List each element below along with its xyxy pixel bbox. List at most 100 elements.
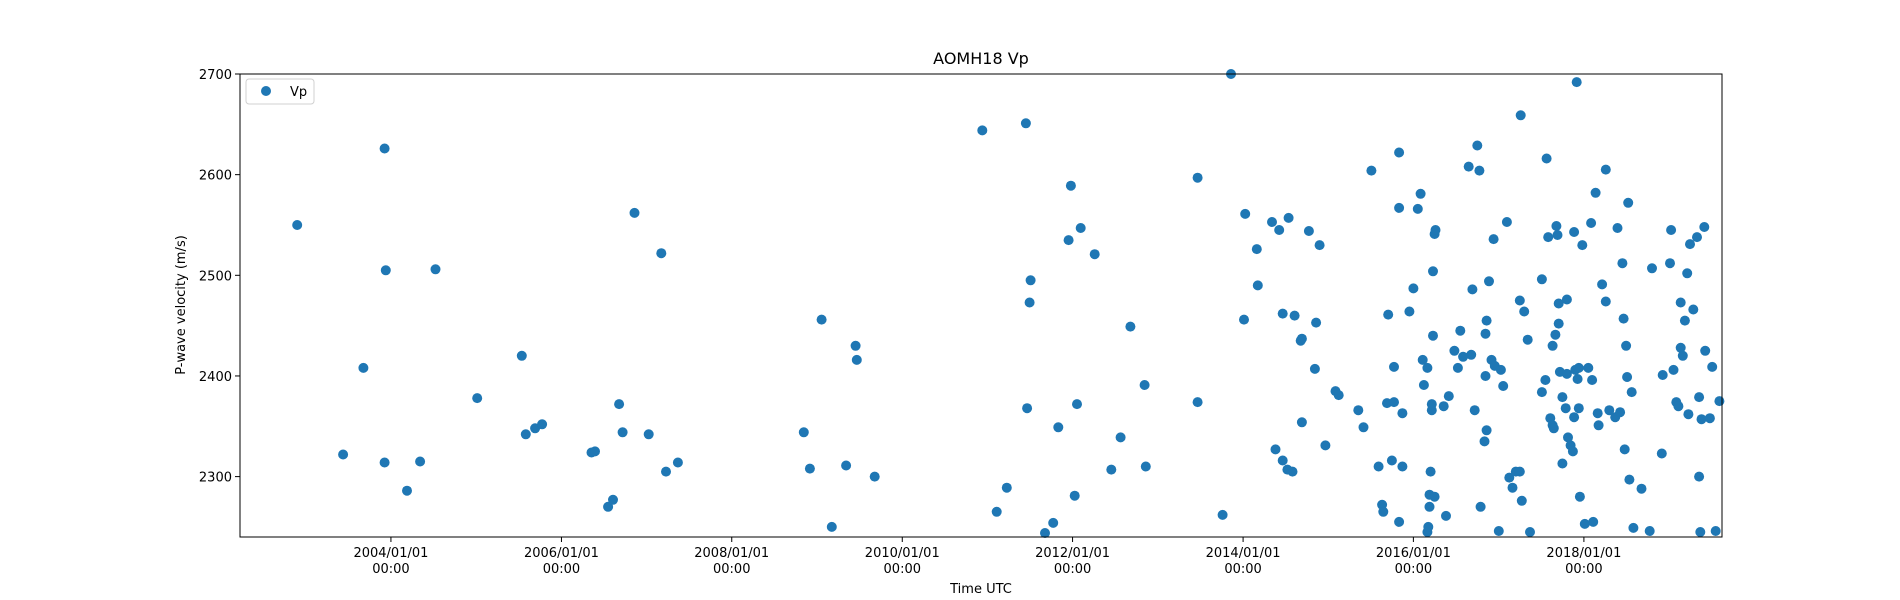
- data-point: [1700, 345, 1711, 356]
- data-point: [1296, 333, 1307, 344]
- data-point: [1277, 308, 1288, 319]
- data-point: [1063, 235, 1074, 246]
- data-point: [1463, 161, 1474, 172]
- data-point: [1480, 328, 1491, 339]
- data-point: [1296, 417, 1307, 428]
- data-point: [1501, 217, 1512, 227]
- data-point: [1673, 401, 1684, 412]
- data-point: [1415, 188, 1426, 199]
- data-point: [1449, 345, 1460, 356]
- data-point: [1583, 362, 1594, 373]
- x-tick-label-time: 00:00: [372, 562, 409, 577]
- data-point: [1519, 306, 1530, 317]
- data-point: [1644, 526, 1655, 536]
- data-point: [603, 501, 614, 512]
- data-point: [1507, 482, 1518, 493]
- data-point: [1441, 510, 1451, 521]
- x-tick-label-date: 2010/01/01: [865, 546, 940, 561]
- y-tick-label: 2300: [199, 471, 232, 486]
- y-tick-label: 2400: [199, 370, 232, 385]
- data-point: [672, 457, 683, 468]
- data-point: [1579, 518, 1590, 529]
- data-point: [1525, 527, 1535, 537]
- data-point: [1353, 405, 1364, 416]
- data-point: [1561, 368, 1572, 379]
- data-point: [1675, 342, 1686, 353]
- data-point: [1504, 472, 1515, 483]
- data-point: [1423, 521, 1434, 532]
- data-point: [1373, 461, 1384, 472]
- data-point: [1139, 380, 1150, 390]
- data-point: [1590, 187, 1601, 198]
- data-point: [1696, 414, 1707, 425]
- y-tick-label: 2700: [199, 68, 232, 83]
- data-point: [1665, 258, 1675, 269]
- data-point: [1480, 371, 1491, 381]
- data-point: [1586, 218, 1597, 228]
- data-point: [1394, 147, 1405, 158]
- data-point: [1309, 363, 1320, 374]
- data-point: [430, 264, 441, 275]
- data-point: [1495, 364, 1506, 375]
- data-point: [292, 220, 303, 230]
- data-point: [520, 429, 531, 440]
- x-tick-label-time: 00:00: [1565, 562, 1602, 577]
- data-point: [1536, 274, 1547, 285]
- y-axis-ticks: 2300 2400 2500 2600 2700: [199, 68, 240, 486]
- legend: Vp: [245, 78, 315, 105]
- data-point: [1588, 516, 1599, 527]
- data-point: [1024, 297, 1035, 308]
- data-point: [1394, 202, 1405, 213]
- data-point: [1422, 362, 1433, 373]
- data-point: [1666, 225, 1677, 235]
- data-point: [537, 419, 548, 430]
- data-point: [850, 340, 861, 351]
- data-point: [1472, 140, 1483, 151]
- data-point: [1522, 334, 1533, 345]
- data-point: [1626, 387, 1637, 398]
- data-point: [826, 521, 837, 532]
- data-point: [1560, 403, 1571, 414]
- data-point: [1623, 197, 1634, 208]
- data-point: [1424, 501, 1435, 512]
- data-point: [977, 125, 988, 136]
- data-point: [1621, 340, 1632, 351]
- data-point: [643, 429, 654, 440]
- data-point: [656, 248, 667, 259]
- data-point: [1481, 315, 1492, 326]
- data-point: [1333, 390, 1344, 401]
- data-point: [851, 354, 862, 365]
- x-axis-label: Time UTC: [949, 582, 1012, 597]
- x-tick-label-date: 2016/01/01: [1376, 546, 1451, 561]
- data-point: [1647, 263, 1657, 274]
- data-point: [1577, 240, 1588, 251]
- data-point: [1438, 401, 1449, 412]
- data-point: [1378, 506, 1389, 517]
- data-points: [292, 69, 1725, 538]
- data-point: [1536, 387, 1547, 398]
- data-point: [1574, 491, 1585, 502]
- data-point: [1426, 399, 1437, 410]
- data-point: [1600, 296, 1611, 307]
- data-point: [1573, 362, 1584, 373]
- data-point: [1543, 232, 1554, 243]
- data-point: [1217, 509, 1228, 520]
- data-point: [1516, 495, 1527, 506]
- data-point: [1239, 314, 1249, 325]
- data-point: [1386, 455, 1397, 466]
- data-point: [816, 314, 827, 325]
- x-tick-label-date: 2012/01/01: [1035, 546, 1110, 561]
- data-point: [1240, 208, 1251, 219]
- data-point: [1569, 412, 1580, 423]
- data-point: [1552, 230, 1563, 240]
- data-point: [1628, 522, 1639, 533]
- data-point: [1467, 284, 1478, 295]
- data-point: [1430, 225, 1441, 235]
- data-point: [1025, 275, 1036, 286]
- data-point: [1567, 446, 1578, 457]
- y-tick-label: 2600: [199, 169, 232, 184]
- data-point: [1358, 422, 1369, 433]
- data-point: [1587, 375, 1598, 385]
- data-point: [798, 427, 809, 438]
- data-point: [1455, 325, 1466, 336]
